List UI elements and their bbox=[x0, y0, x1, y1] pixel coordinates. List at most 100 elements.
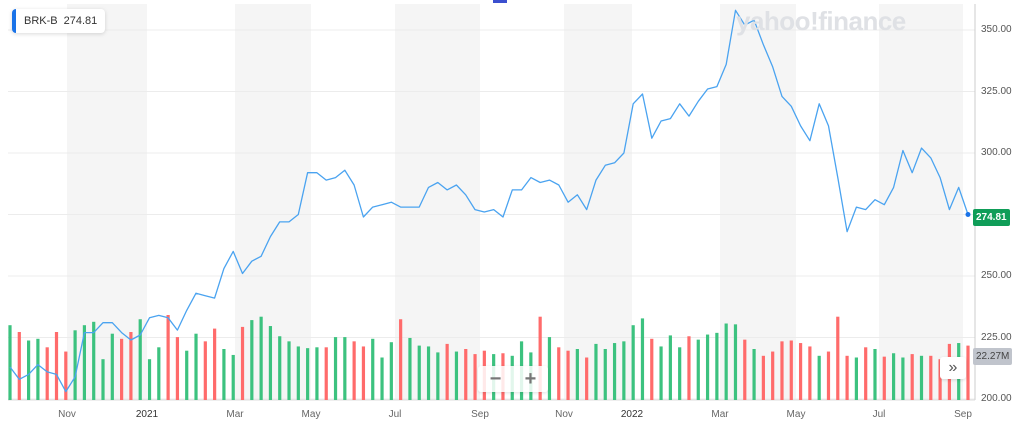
volume-bar bbox=[324, 347, 328, 400]
y-tick-label: 300.00 bbox=[981, 147, 1012, 158]
volume-bar bbox=[938, 359, 942, 400]
volume-bar bbox=[147, 359, 152, 400]
volume-bar bbox=[585, 357, 589, 400]
zoom-out-button[interactable]: − bbox=[489, 368, 502, 390]
zoom-in-button[interactable]: + bbox=[524, 368, 537, 390]
y-tick-label: 225.00 bbox=[981, 331, 1012, 343]
volume-bar bbox=[36, 338, 40, 400]
volume-bar bbox=[733, 324, 738, 400]
volume-bar bbox=[538, 316, 542, 400]
price-line bbox=[9, 9, 969, 393]
volume-bar bbox=[417, 345, 421, 400]
volume-bar bbox=[864, 347, 868, 400]
yahoo-finance-watermark: yahoo!finance bbox=[736, 6, 906, 36]
volume-bar bbox=[724, 323, 728, 400]
x-tick-label: Sep bbox=[471, 409, 489, 420]
y-tick-label: 250.00 bbox=[981, 270, 1012, 281]
volume-bar bbox=[547, 337, 552, 400]
y-tick-label: 200.00 bbox=[981, 393, 1012, 404]
volume-bar bbox=[575, 349, 579, 400]
volume-bar bbox=[343, 337, 347, 400]
volume-bar bbox=[361, 346, 366, 400]
volume-bar bbox=[761, 355, 765, 400]
volume-bar bbox=[296, 346, 300, 400]
volume-bar bbox=[166, 315, 170, 400]
volume-bar bbox=[612, 343, 617, 400]
volume-bar bbox=[240, 326, 245, 400]
volume-bar bbox=[194, 333, 198, 400]
volume-bar bbox=[175, 337, 180, 400]
x-tick-label: May bbox=[301, 409, 321, 420]
volume-bar bbox=[454, 351, 459, 400]
volume-bar bbox=[250, 320, 254, 400]
volume-bar bbox=[668, 335, 672, 400]
volume-bar bbox=[789, 340, 793, 400]
volume-bar bbox=[371, 338, 375, 400]
volume-bar bbox=[650, 338, 654, 400]
volume-bar bbox=[352, 341, 356, 400]
volume-bar bbox=[640, 318, 645, 400]
volume-bar bbox=[380, 357, 384, 400]
volume-bar bbox=[705, 334, 710, 400]
volume-bar bbox=[120, 338, 124, 400]
volume-bar bbox=[771, 351, 775, 400]
volume-bar bbox=[622, 341, 626, 400]
volume-bar bbox=[27, 340, 31, 400]
volume-bar bbox=[213, 328, 217, 400]
volume-bar bbox=[17, 332, 21, 400]
volume-bar bbox=[333, 337, 338, 400]
volume-bar bbox=[389, 342, 393, 400]
volume-bar bbox=[92, 321, 96, 400]
x-tick-label: Mar bbox=[226, 409, 244, 420]
last-volume-tag: 22.27M bbox=[973, 348, 1013, 365]
legend-value: 274.81 bbox=[63, 15, 98, 27]
range-slider-handle[interactable] bbox=[493, 0, 507, 3]
volume-bar bbox=[426, 346, 431, 400]
volume-bar bbox=[910, 354, 914, 400]
volume-bar bbox=[287, 341, 291, 400]
volume-bar bbox=[901, 357, 905, 400]
volume-bar bbox=[45, 347, 49, 400]
volume-bar bbox=[678, 347, 682, 400]
volume-bar bbox=[8, 325, 12, 400]
volume-bar bbox=[473, 354, 477, 400]
zoom-controls: − + bbox=[478, 366, 548, 392]
volume-bar bbox=[696, 339, 700, 400]
volume-bar bbox=[464, 349, 468, 400]
volume-bar bbox=[445, 343, 449, 400]
volume-bar bbox=[631, 325, 635, 400]
volume-bar bbox=[203, 341, 207, 400]
x-tick-label: Nov bbox=[58, 409, 76, 420]
period-band bbox=[720, 4, 796, 400]
volume-bar bbox=[808, 346, 812, 400]
volume-bar bbox=[436, 352, 440, 400]
period-band bbox=[67, 4, 147, 400]
volume-bar bbox=[315, 347, 319, 400]
volume-bar bbox=[101, 359, 105, 400]
x-tick-label: Sep bbox=[954, 409, 972, 420]
volume-bar bbox=[73, 330, 77, 400]
volume-bar bbox=[752, 349, 756, 400]
volume-bar bbox=[854, 357, 858, 400]
volume-bar bbox=[715, 332, 719, 400]
volume-bar bbox=[129, 332, 133, 400]
volume-bar bbox=[929, 355, 933, 400]
x-tick-label: Jul bbox=[388, 409, 402, 420]
volume-bar bbox=[687, 336, 691, 400]
x-tick-label: Jul bbox=[872, 409, 886, 420]
volume-bar bbox=[278, 336, 282, 400]
volume-bar bbox=[231, 354, 235, 400]
volume-bar bbox=[836, 316, 840, 400]
x-tick-label: 2022 bbox=[620, 409, 644, 420]
volume-bar bbox=[222, 349, 226, 400]
x-tick-label: 2021 bbox=[135, 409, 159, 420]
volume-bar bbox=[268, 326, 273, 400]
volume-bar bbox=[408, 337, 412, 400]
volume-bar bbox=[659, 346, 663, 400]
fast-forward-button[interactable]: » bbox=[940, 357, 966, 379]
volume-bar bbox=[780, 341, 784, 400]
legend-symbol: BRK-B bbox=[24, 15, 58, 27]
symbol-legend[interactable]: BRK-B 274.81 bbox=[12, 9, 106, 33]
volume-bar bbox=[966, 345, 970, 400]
